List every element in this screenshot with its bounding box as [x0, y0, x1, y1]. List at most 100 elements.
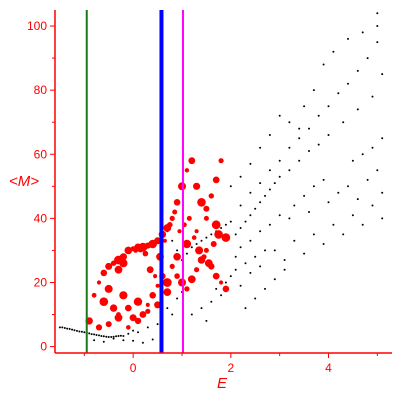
data-point: [172, 209, 178, 215]
data-point: [133, 297, 143, 306]
data-point: [162, 278, 172, 287]
data-point: [381, 137, 384, 140]
data-point: [71, 328, 74, 331]
data-point: [125, 304, 132, 312]
data-point: [259, 146, 262, 149]
data-point: [220, 294, 223, 297]
data-point: [117, 335, 120, 337]
data-point: [244, 307, 247, 310]
data-point: [63, 327, 66, 329]
data-point: [327, 105, 330, 108]
data-point: [273, 278, 276, 281]
data-point: [212, 176, 220, 184]
data-point: [201, 254, 207, 260]
data-point: [268, 223, 271, 226]
data-point: [254, 297, 257, 300]
data-point: [264, 249, 266, 252]
data-point: [264, 287, 266, 290]
data-point: [203, 247, 209, 253]
data-point: [155, 283, 160, 288]
data-point: [239, 175, 242, 178]
data-point: [146, 266, 154, 274]
data-point: [298, 127, 301, 130]
data-point: [194, 229, 199, 234]
data-point: [102, 335, 105, 338]
data-point: [132, 339, 135, 342]
y-tick-label: 40: [34, 211, 48, 225]
vertical-lines-layer: [85, 10, 184, 353]
data-point: [191, 235, 197, 240]
data-point: [224, 281, 227, 284]
data-point: [322, 63, 325, 66]
axes-layer: [54, 10, 392, 354]
data-point: [193, 182, 201, 190]
data-point: [229, 185, 232, 188]
data-point: [68, 328, 71, 330]
data-point: [88, 332, 91, 335]
data-point: [119, 253, 127, 261]
data-point: [254, 207, 257, 210]
data-point: [169, 215, 175, 221]
data-point: [249, 191, 252, 194]
data-point: [102, 340, 105, 343]
data-point: [278, 159, 281, 162]
data-point: [322, 243, 325, 245]
x-tick-label: 0: [130, 361, 137, 375]
data-point: [182, 239, 192, 249]
data-point: [78, 330, 81, 333]
x-tick-label: 4: [325, 361, 332, 375]
data-point: [356, 108, 359, 111]
data-point: [132, 329, 135, 332]
data-point: [366, 57, 369, 60]
data-point: [229, 275, 232, 278]
data-point: [200, 307, 203, 310]
data-point: [177, 229, 182, 234]
data-point: [151, 338, 154, 341]
data-point: [249, 162, 252, 165]
data-point: [190, 313, 193, 316]
data-point: [153, 274, 158, 279]
data-point: [239, 204, 242, 207]
data-point: [93, 339, 96, 342]
data-point: [146, 326, 149, 329]
y-tick-label: 0: [40, 340, 47, 354]
data-point: [176, 297, 179, 300]
data-point: [114, 265, 123, 274]
data-point: [200, 239, 203, 242]
data-point: [134, 317, 142, 325]
data-point: [312, 185, 315, 188]
data-point: [174, 273, 180, 279]
data-point: [214, 230, 223, 239]
data-point: [337, 191, 340, 194]
data-point: [249, 271, 252, 274]
data-point: [259, 265, 262, 268]
data-point: [244, 262, 247, 265]
data-point: [137, 331, 139, 334]
data-point: [90, 333, 93, 336]
data-point: [166, 307, 169, 310]
data-point: [99, 297, 109, 307]
data-point: [194, 267, 200, 273]
data-point: [142, 250, 149, 257]
data-point: [171, 239, 174, 242]
data-point: [91, 292, 97, 298]
data-point: [184, 168, 190, 173]
data-point: [145, 308, 151, 314]
data-point: [298, 137, 301, 140]
data-point: [98, 334, 100, 337]
data-point: [163, 288, 172, 296]
data-point: [356, 69, 359, 72]
data-point: [327, 201, 330, 204]
data-point: [239, 284, 242, 287]
x-axis-title: E: [217, 375, 228, 392]
data-point: [208, 193, 214, 199]
data-point: [221, 233, 231, 242]
data-point: [298, 159, 301, 162]
data-point: [381, 217, 384, 220]
data-point: [239, 227, 242, 229]
data-point: [129, 314, 137, 322]
data-point: [361, 223, 364, 226]
data-point: [100, 269, 108, 277]
